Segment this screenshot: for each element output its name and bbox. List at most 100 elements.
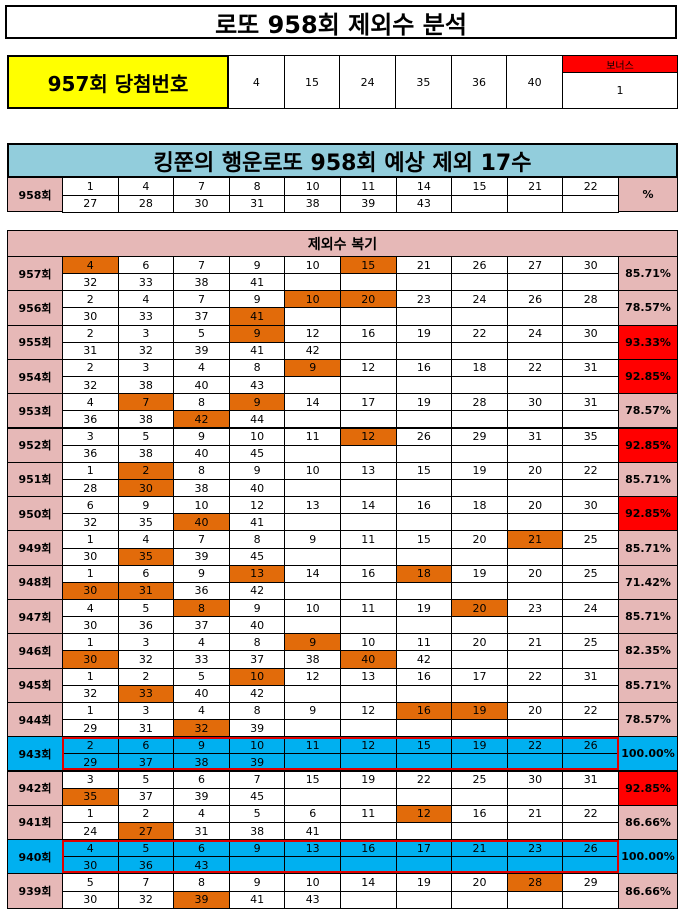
- row-number: 30: [62, 650, 119, 669]
- row-number: 27: [506, 256, 564, 275]
- row-number: 1: [62, 667, 119, 686]
- row-number: 15: [284, 770, 341, 789]
- row-number: 26: [562, 736, 619, 755]
- row-number: [451, 753, 508, 772]
- row-label: 953회: [7, 393, 63, 429]
- row-number: 38: [173, 478, 230, 498]
- row-number: [562, 478, 619, 498]
- row-number: 23: [506, 599, 564, 618]
- row-number: 3: [62, 427, 119, 446]
- row-number: [562, 753, 619, 772]
- row-number: 9: [284, 530, 341, 549]
- row-number: 18: [451, 358, 508, 378]
- row-number: 17: [340, 393, 397, 412]
- row-number: 23: [506, 839, 564, 858]
- row-number: [562, 581, 619, 600]
- row-number: 32: [62, 513, 119, 532]
- row-number: [506, 444, 564, 463]
- row-number: 12: [284, 667, 341, 686]
- row-number: 24: [62, 821, 119, 841]
- prediction-number: 11: [340, 177, 397, 196]
- row-number: 25: [562, 633, 619, 652]
- row-number: 6: [173, 770, 230, 789]
- row-number: 30: [117, 478, 175, 498]
- bonus-label: 보너스: [562, 55, 678, 73]
- row-number: 9: [228, 324, 286, 343]
- row-number: 21: [506, 530, 564, 549]
- row-number: [506, 273, 564, 292]
- row-number: 24: [562, 599, 619, 618]
- row-number: 4: [62, 393, 119, 412]
- row-number: 22: [562, 804, 619, 823]
- row-number: [562, 719, 619, 738]
- row-number: [284, 616, 341, 635]
- row-number: 30: [506, 770, 564, 789]
- row-number: 18: [395, 564, 453, 583]
- row-number: 9: [228, 873, 286, 892]
- row-number: 19: [451, 736, 508, 755]
- row-number: 16: [340, 324, 397, 343]
- row-number: 25: [562, 530, 619, 549]
- row-number: [340, 684, 397, 703]
- row-number: [506, 753, 564, 772]
- row-number: 45: [228, 547, 286, 566]
- row-label: 941회: [7, 804, 63, 841]
- row-number: [451, 616, 508, 635]
- row-number: 33: [173, 650, 230, 669]
- row-number: 25: [562, 564, 619, 583]
- row-number: 32: [173, 719, 230, 738]
- prediction-number: [451, 194, 508, 213]
- row-number: 6: [117, 256, 175, 275]
- row-number: 4: [62, 599, 119, 618]
- row-label: 951회: [7, 461, 63, 498]
- row-number: 38: [117, 376, 175, 395]
- row-number: [562, 307, 619, 326]
- row-number: [562, 616, 619, 635]
- row-number: 43: [228, 376, 286, 395]
- row-number: [506, 650, 564, 669]
- row-number: 44: [228, 410, 286, 429]
- row-number: 5: [117, 839, 175, 858]
- row-number: 38: [117, 444, 175, 463]
- row-number: 22: [506, 667, 564, 686]
- row-number: [395, 856, 453, 875]
- row-number: [506, 307, 564, 326]
- row-number: 39: [228, 753, 286, 772]
- row-number: [451, 890, 508, 909]
- row-number: [395, 616, 453, 635]
- row-number: 4: [117, 290, 175, 309]
- row-number: 36: [173, 581, 230, 600]
- row-number: [451, 719, 508, 738]
- row-number: [562, 410, 619, 429]
- row-number: 5: [228, 804, 286, 823]
- row-number: [451, 341, 508, 360]
- row-number: 45: [228, 787, 286, 806]
- row-number: 5: [173, 324, 230, 343]
- row-number: 15: [395, 530, 453, 549]
- row-label: 940회: [7, 839, 63, 875]
- row-number: 11: [284, 736, 341, 755]
- row-number: [395, 719, 453, 738]
- row-number: 5: [173, 667, 230, 686]
- winning-number: 15: [283, 55, 341, 109]
- row-number: 41: [228, 273, 286, 292]
- row-number: [340, 753, 397, 772]
- row-number: 35: [117, 547, 175, 566]
- row-number: 3: [117, 633, 175, 652]
- row-number: 25: [451, 770, 508, 789]
- row-number: 30: [562, 324, 619, 343]
- row-number: 16: [395, 496, 453, 515]
- row-number: 41: [228, 307, 286, 326]
- row-number: 12: [284, 324, 341, 343]
- row-label: 939회: [7, 873, 63, 909]
- row-number: 31: [562, 667, 619, 686]
- row-number: 2: [62, 736, 119, 755]
- bonus-number: 1: [562, 72, 678, 109]
- row-number: 13: [228, 564, 286, 583]
- row-number: 4: [117, 530, 175, 549]
- row-number: 4: [62, 839, 119, 858]
- row-number: 40: [173, 376, 230, 395]
- row-number: 10: [284, 290, 341, 309]
- row-number: 28: [451, 393, 508, 412]
- row-number: 20: [506, 496, 564, 515]
